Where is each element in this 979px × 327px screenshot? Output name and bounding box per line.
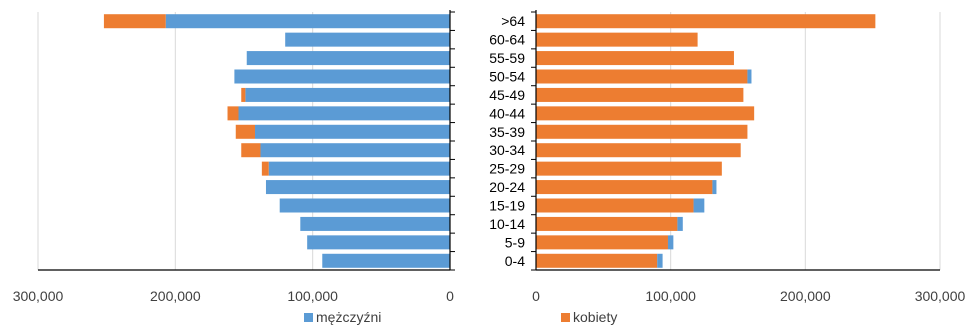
category-label: 60-64 [489, 32, 525, 48]
left-bar-main-35-39 [254, 124, 450, 139]
left-bar-overlap-45-49 [241, 87, 246, 102]
left-bar-overlap->64 [103, 14, 166, 29]
left-bar-overlap-25-29 [261, 161, 269, 176]
right-tick-label: 100,000 [645, 288, 696, 304]
category-label: 5-9 [505, 234, 525, 250]
left-tick-label: 300,000 [13, 288, 64, 304]
left-panel: 300,000 200,000 100,000 0 [13, 10, 455, 304]
right-bar-main-55-59 [536, 51, 734, 66]
category-label: 40-44 [489, 105, 525, 121]
category-label: >64 [501, 13, 525, 29]
left-bar-main-10-14 [300, 216, 450, 231]
right-bar-overlap-10-14 [677, 216, 683, 231]
legend: mężczyźni kobiety [304, 309, 617, 325]
category-label: 50-54 [489, 69, 525, 85]
category-label: 0-4 [505, 253, 525, 269]
left-tick-label: 200,000 [150, 288, 201, 304]
legend-swatch-1 [561, 313, 570, 322]
left-bar-main-50-54 [234, 69, 450, 84]
category-label: 35-39 [489, 124, 525, 140]
left-bar-main-20-24 [265, 180, 450, 195]
left-tick-label: 0 [446, 288, 454, 304]
left-bar-main-15-19 [279, 198, 450, 213]
right-bar-main-45-49 [536, 87, 744, 102]
right-bar-overlap-15-19 [693, 198, 705, 213]
left-bar-main-0-4 [322, 253, 450, 268]
right-bar-main-5-9 [536, 235, 668, 250]
right-bar-overlap-0-4 [657, 253, 663, 268]
left-tick-label: 100,000 [287, 288, 338, 304]
left-bar-main-45-49 [245, 87, 450, 102]
category-label: 55-59 [489, 50, 525, 66]
category-label: 10-14 [489, 216, 525, 232]
legend-label-1: kobiety [573, 309, 617, 325]
category-label: 20-24 [489, 179, 525, 195]
category-label: 45-49 [489, 87, 525, 103]
right-panel: 0 100,000 200,000 300,000 [531, 10, 966, 304]
left-bar-main-25-29 [268, 161, 450, 176]
right-bar-main-60-64 [536, 32, 698, 47]
category-label: 15-19 [489, 198, 525, 214]
legend-label-0: mężczyźni [316, 309, 381, 325]
right-bar-main->64 [536, 14, 876, 29]
right-bar-main-25-29 [536, 161, 722, 176]
left-bar-main-40-44 [238, 106, 450, 121]
left-bar-overlap-30-34 [241, 143, 261, 158]
legend-swatch-0 [304, 313, 313, 322]
left-bar-main-60-64 [285, 32, 450, 47]
right-bar-main-30-34 [536, 143, 741, 158]
left-bar-overlap-35-39 [235, 124, 255, 139]
right-bar-overlap-5-9 [667, 235, 674, 250]
right-bar-main-50-54 [536, 69, 748, 84]
right-bar-main-40-44 [536, 106, 755, 121]
right-bar-main-35-39 [536, 124, 748, 139]
category-label: 25-29 [489, 161, 525, 177]
right-bar-main-10-14 [536, 216, 678, 231]
right-bar-overlap-50-54 [747, 69, 752, 84]
right-bar-main-15-19 [536, 198, 694, 213]
right-tick-label: 200,000 [780, 288, 831, 304]
right-bar-main-0-4 [536, 253, 658, 268]
left-bar-main-30-34 [260, 143, 450, 158]
right-bar-main-20-24 [536, 180, 713, 195]
category-labels: 0-4 5-9 10-14 15-19 20-24 25-29 30-34 35-39 40-4… [489, 13, 525, 269]
left-bar-main-55-59 [246, 51, 450, 66]
left-bar-overlap-40-44 [227, 106, 239, 121]
left-bar-main->64 [165, 14, 450, 29]
right-tick-label: 300,000 [915, 288, 966, 304]
category-label: 30-34 [489, 142, 525, 158]
right-bar-overlap-20-24 [712, 180, 717, 195]
right-tick-label: 0 [532, 288, 540, 304]
left-bar-main-5-9 [307, 235, 450, 250]
